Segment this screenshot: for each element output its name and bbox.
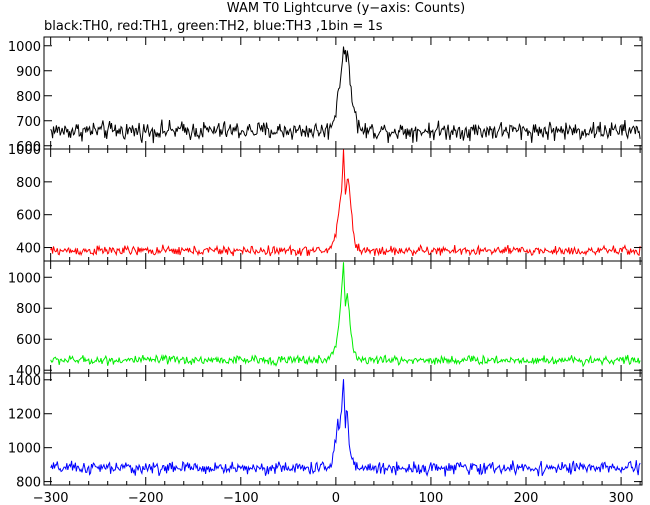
y-tick-label: 800 [16,90,41,105]
panel-frame [43,372,643,486]
y-tick-label: 800 [16,302,41,317]
series-line-th2 [50,262,641,368]
y-tick-label: 800 [16,476,41,491]
series-line-th3 [50,379,641,477]
y-tick-label: 900 [16,65,41,80]
y-tick-label: 1400 [8,374,41,389]
y-tick-label: 1200 [8,408,41,423]
y-tick-label: 1000 [8,143,41,158]
series-line-th1 [50,148,641,257]
y-tick-label: 400 [16,242,41,257]
y-tick-label: 1000 [8,271,41,286]
y-tick-label: 600 [16,333,41,348]
x-tick-label: −300 [33,491,69,505]
panel-th3: 800 1000 1200 1400 [8,372,643,491]
x-tick-label: −100 [223,491,259,505]
y-tick-label: 1000 [8,40,41,55]
series-line-th0 [50,46,641,144]
x-tick-label: 100 [419,491,444,505]
x-tick-label: 0 [332,491,340,505]
y-tick-label: 1000 [8,442,41,457]
y-tick-label: 400 [16,364,41,379]
y-tick-label: 600 [16,140,41,155]
x-tick-label: 300 [609,491,634,505]
chart-subtitle: black:TH0, red:TH1, green:TH2, blue:TH3 … [44,19,383,34]
y-tick-label: 700 [16,115,41,130]
x-tick-label: −200 [128,491,164,505]
chart-title: WAM T0 Lightcurve (y−axis: Counts) [227,1,465,16]
x-tick-label: 200 [514,491,539,505]
y-tick-label: 600 [16,209,41,224]
y-tick-label: 800 [16,176,41,191]
panels-layer: 6007008009001000400600800100040060080010… [8,36,643,505]
